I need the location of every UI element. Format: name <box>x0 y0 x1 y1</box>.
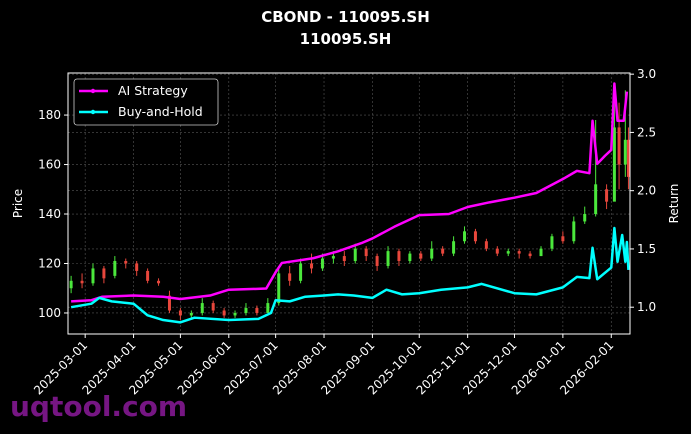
legend <box>73 78 219 126</box>
candle-body <box>484 241 488 249</box>
candle-body <box>375 256 379 266</box>
legend-label: Buy-and-Hold <box>118 104 203 119</box>
candle-body <box>266 303 270 313</box>
y-tick-label-right: 2.5 <box>637 125 656 139</box>
candle-body <box>124 261 128 264</box>
candle-body <box>288 273 292 281</box>
candle-body <box>430 248 434 259</box>
y-tick-label-left: 180 <box>38 108 61 122</box>
candle-body <box>80 280 84 284</box>
candle-body <box>452 241 456 254</box>
candle-body <box>495 248 499 254</box>
candle-body <box>623 139 627 165</box>
candle-body <box>178 310 182 316</box>
candle-body <box>233 312 237 316</box>
legend-marker <box>90 88 96 94</box>
buy-and-hold-line <box>70 226 630 324</box>
candle-body <box>222 310 226 316</box>
candle-body <box>102 268 106 279</box>
y-tick-label-right: 1.5 <box>637 242 656 256</box>
chart-subtitle: 110095.SH <box>299 30 392 48</box>
candle-body <box>353 248 357 262</box>
y-axis-label-right: Return <box>667 184 681 224</box>
candle-body <box>200 303 204 313</box>
candle-body <box>517 251 521 254</box>
candle-body <box>277 273 281 304</box>
candle-body <box>441 248 445 254</box>
candle-body <box>408 253 412 262</box>
candle-body <box>572 221 576 242</box>
candle-body <box>506 251 510 254</box>
legend-marker <box>90 109 96 115</box>
candle-body <box>211 303 215 311</box>
y-tick-label-right: 2.0 <box>637 184 656 198</box>
y-tick-label-left: 140 <box>38 207 61 221</box>
candle-body <box>397 251 401 262</box>
candle-body <box>583 214 587 222</box>
candle-body <box>386 251 390 266</box>
y-tick-label-left: 120 <box>38 256 61 270</box>
candle-body <box>605 189 609 202</box>
candle-body <box>626 139 630 177</box>
candle-body <box>550 236 554 249</box>
candle-body <box>528 253 532 257</box>
y-tick-label-right: 1.0 <box>637 300 656 314</box>
candle-body <box>473 231 477 242</box>
candle-body <box>331 256 335 259</box>
candle-body <box>135 263 139 271</box>
candle-body <box>612 127 616 202</box>
plot-frame <box>67 72 631 335</box>
candle-body <box>539 248 543 257</box>
watermark: uqtool.com <box>10 390 188 423</box>
candle-body <box>561 236 565 242</box>
candle-body <box>69 280 73 289</box>
y-tick-label-left: 160 <box>38 158 61 172</box>
candle-body <box>91 268 95 284</box>
candle-body <box>189 312 193 316</box>
candle-body <box>167 295 171 311</box>
candle-body <box>364 248 368 257</box>
candle-body <box>157 280 161 284</box>
candle-body <box>146 270 150 281</box>
candle-body <box>617 127 621 165</box>
candle-body <box>113 261 117 276</box>
legend-label: AI Strategy <box>118 83 188 98</box>
candle-body <box>320 258 324 269</box>
chart-title: CBOND - 110095.SH <box>261 8 430 26</box>
y-tick-label-left: 100 <box>38 306 61 320</box>
candle-body <box>463 231 467 242</box>
candle-body <box>342 256 346 262</box>
y-tick-label-right: 3.0 <box>637 67 656 81</box>
y-axis-label-left: Price <box>11 189 25 218</box>
candle-body <box>244 308 248 313</box>
ai-strategy-line <box>71 82 629 303</box>
candle-body <box>419 253 423 259</box>
candle-body <box>594 184 598 215</box>
candle-body <box>310 263 314 269</box>
candle-body <box>299 263 303 281</box>
candle-body <box>255 308 259 313</box>
